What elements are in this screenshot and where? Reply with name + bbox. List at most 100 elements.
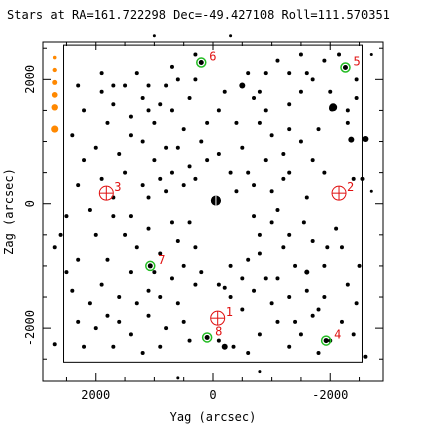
- star-point: [117, 319, 122, 324]
- guide-star-marker: [145, 260, 156, 272]
- star-point: [348, 136, 355, 143]
- star-point: [105, 313, 110, 318]
- star-point: [252, 288, 257, 293]
- star-point: [64, 214, 69, 219]
- star-point: [123, 170, 128, 175]
- star-point: [181, 127, 186, 132]
- star-point: [111, 344, 116, 349]
- magnitude-legend-marker: [51, 92, 58, 98]
- star-point: [152, 120, 157, 125]
- star-point: [117, 295, 122, 300]
- star-point: [140, 351, 145, 356]
- star-point: [146, 226, 151, 231]
- catalog-id-label: 8: [215, 324, 222, 338]
- star-point: [187, 338, 192, 343]
- star-point: [99, 282, 104, 287]
- star-point: [76, 319, 81, 324]
- star-point: [82, 344, 87, 349]
- star-point: [140, 95, 145, 100]
- star-point: [337, 52, 342, 57]
- star-point: [328, 89, 333, 94]
- star-point: [222, 89, 227, 94]
- star-point: [301, 220, 306, 225]
- star-point: [345, 282, 350, 287]
- star-point: [322, 170, 327, 175]
- star-point: [175, 145, 180, 150]
- guide-star-marker: [340, 62, 351, 73]
- magnitude-legend-marker: [52, 67, 57, 73]
- star-point: [229, 34, 233, 38]
- star-point: [123, 83, 128, 88]
- star-point: [354, 77, 359, 82]
- star-point: [87, 207, 92, 212]
- star-point: [269, 133, 274, 138]
- star-point: [252, 214, 257, 219]
- star-point: [175, 301, 180, 306]
- star-point: [310, 239, 315, 244]
- star-point: [257, 332, 262, 337]
- star-point: [193, 77, 198, 82]
- star-point: [322, 263, 327, 268]
- star-point: [275, 58, 280, 63]
- star-point: [193, 245, 198, 250]
- star-point: [181, 263, 186, 268]
- star-point: [304, 195, 309, 200]
- star-point: [269, 220, 274, 225]
- star-point: [222, 285, 227, 290]
- star-point: [345, 120, 350, 125]
- star-point: [146, 195, 151, 200]
- star-point: [246, 351, 251, 356]
- catalog-id-label: 3: [114, 180, 121, 194]
- magnitude-legend-marker: [52, 79, 58, 85]
- star-point: [216, 282, 221, 287]
- star-point: [128, 114, 133, 119]
- guide-star-point: [342, 65, 348, 71]
- catalog-id-label: 6: [209, 50, 216, 64]
- star-point: [169, 220, 174, 225]
- catalog-layer: 1 2 3 4 5 6 7 8: [98, 50, 361, 346]
- star-point: [82, 108, 87, 113]
- star-point: [351, 176, 356, 181]
- star-point: [205, 158, 210, 163]
- star-point: [146, 313, 151, 318]
- star-point: [263, 108, 268, 113]
- star-point: [187, 220, 192, 225]
- star-point: [257, 232, 262, 237]
- star-point: [158, 251, 163, 256]
- star-point: [325, 245, 330, 250]
- star-point: [257, 89, 262, 94]
- star-point: [187, 95, 192, 100]
- star-point: [351, 332, 356, 337]
- star-point: [281, 176, 286, 181]
- star-point: [269, 189, 274, 194]
- y-axis-label: Zag (arcsec): [2, 168, 16, 255]
- star-point: [146, 288, 151, 293]
- y-tick-label: 2000: [23, 65, 37, 94]
- star-point: [169, 170, 174, 175]
- star-point: [175, 239, 180, 244]
- star-point: [354, 301, 359, 306]
- guide-star-point: [147, 263, 153, 269]
- star-point: [263, 158, 268, 163]
- star-point: [287, 295, 292, 300]
- star-point: [105, 257, 110, 262]
- star-point: [304, 71, 309, 76]
- star-point: [257, 120, 262, 125]
- star-point: [146, 108, 151, 113]
- star-point: [140, 183, 145, 188]
- star-point: [246, 170, 251, 175]
- magnitude-legend-marker: [51, 104, 58, 111]
- star-point: [111, 102, 116, 107]
- star-point: [164, 189, 169, 194]
- star-point: [339, 319, 344, 324]
- star-point: [287, 127, 292, 132]
- catalog-id-label: 4: [334, 328, 341, 342]
- star-point: [275, 319, 280, 324]
- magnitude-legend-marker: [52, 55, 57, 60]
- star-point: [240, 276, 245, 281]
- guide-star-point: [204, 334, 210, 340]
- star-point: [111, 214, 116, 219]
- star-point: [134, 301, 139, 306]
- star-point: [158, 102, 163, 107]
- star-point: [128, 133, 133, 138]
